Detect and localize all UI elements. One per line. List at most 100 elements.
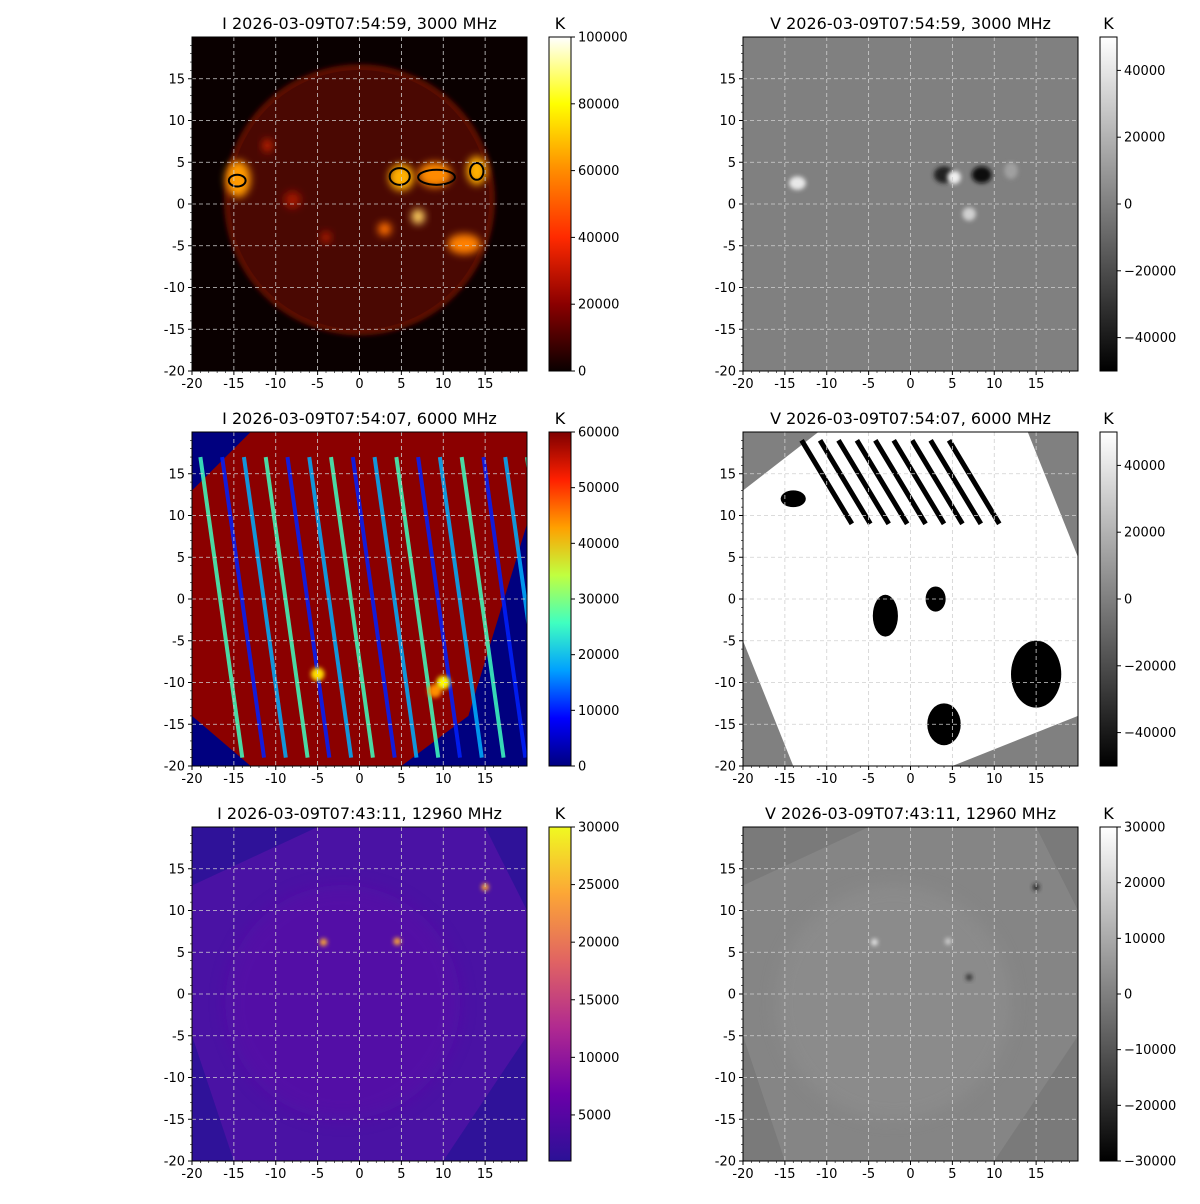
y-tick-label: -20 [164,365,185,380]
colorbar-tick-label: 50000 [578,481,619,496]
colorbar-tick-label: −40000 [1124,331,1176,346]
x-tick-label: -20 [181,772,202,787]
x-tick-label: 15 [477,1167,494,1182]
x-tick-label: 10 [435,1167,452,1182]
x-tick-label: 10 [986,772,1003,787]
y-tick-label: 0 [728,593,736,608]
heatmap-image [192,827,527,1161]
colorbar [548,826,572,1162]
x-tick-label: -5 [862,377,875,392]
panel-3: -20 -15 -10 -5 0 5 10 15 -20 -15 -10 -5 0 5 10 15 I 2026… [164,409,620,787]
y-tick-label: 15 [719,467,736,482]
x-tick-label: -10 [265,1167,286,1182]
x-tick-label: -20 [181,377,202,392]
x-tick-label: -10 [816,772,837,787]
y-tick-label: 15 [719,862,736,877]
y-tick-label: 15 [719,72,736,87]
colorbar-tick-label: 20000 [1124,526,1165,541]
colorbar-tick-label: 20000 [578,648,619,663]
heatmap-image [192,432,527,766]
x-tick-label: -5 [311,1167,324,1182]
y-tick-label: -20 [715,365,736,380]
y-tick-label: -15 [164,718,185,733]
x-tick-label: -15 [223,377,244,392]
x-tick-label: -20 [732,772,753,787]
y-tick-label: -10 [164,281,185,296]
x-tick-label: -10 [265,377,286,392]
y-tick-label: 5 [728,156,736,171]
x-tick-label: -5 [311,377,324,392]
colorbar-tick-label: 10000 [1124,932,1165,947]
panel-title: I 2026-03-09T07:54:59, 3000 MHz [222,14,497,33]
y-tick-label: 15 [168,467,185,482]
x-tick-label: 15 [477,772,494,787]
x-tick-label: -20 [732,1167,753,1182]
colorbar-unit-label: K [555,14,566,33]
x-tick-label: -10 [816,1167,837,1182]
colorbar-unit-label: K [1103,14,1114,33]
y-tick-label: -20 [164,1155,185,1170]
colorbar-tick-label: 0 [1124,593,1132,608]
x-tick-label: 5 [397,377,405,392]
y-tick-label: -10 [715,676,736,691]
y-tick-label: 0 [177,988,185,1003]
y-tick-label: 5 [728,551,736,566]
x-tick-label: 5 [948,1167,956,1182]
colorbar-tick-label: 25000 [578,878,619,893]
x-tick-label: 5 [397,1167,405,1182]
colorbar-unit-label: K [555,804,566,823]
y-tick-label: 5 [177,551,185,566]
x-tick-label: -20 [732,377,753,392]
y-tick-label: -15 [715,323,736,338]
y-tick-label: -15 [164,1113,185,1128]
y-tick-label: 10 [719,509,736,524]
colorbar-tick-label: 30000 [578,821,619,836]
heatmap-image [743,432,1078,766]
y-tick-label: -20 [164,760,185,775]
y-tick-label: 10 [719,904,736,919]
y-tick-label: 0 [728,198,736,213]
colorbar-tick-label: 40000 [578,231,619,246]
heatmap-image [743,37,1078,371]
x-tick-label: -10 [816,377,837,392]
x-tick-label: 0 [355,1167,363,1182]
x-tick-label: -5 [311,772,324,787]
y-tick-label: -15 [715,718,736,733]
x-tick-label: 5 [948,772,956,787]
colorbar-tick-label: 15000 [578,993,619,1008]
colorbar [1099,431,1118,767]
y-tick-label: -10 [164,676,185,691]
y-tick-label: -5 [723,634,736,649]
x-tick-label: 0 [355,772,363,787]
x-tick-label: 5 [397,772,405,787]
colorbar-tick-label: 0 [578,760,586,775]
y-tick-label: -15 [715,1113,736,1128]
x-tick-label: 10 [435,377,452,392]
x-tick-label: 10 [986,377,1003,392]
x-tick-label: 0 [906,772,914,787]
x-tick-label: 15 [1028,377,1045,392]
colorbar-tick-label: 0 [578,365,586,380]
x-tick-label: -15 [223,772,244,787]
x-tick-label: -10 [265,772,286,787]
y-tick-label: -15 [164,323,185,338]
colorbar-tick-label: 100000 [578,31,628,46]
y-tick-label: 10 [719,114,736,129]
panel-1: -20 -15 -10 -5 0 5 10 15 -20 -15 -10 -5 0 5 10 15 I 2026… [164,14,628,392]
y-tick-label: -5 [723,1029,736,1044]
x-tick-label: 15 [1028,1167,1045,1182]
panel-5: -20 -15 -10 -5 0 5 10 15 -20 -15 -10 -5 0 5 10 15 I 2026… [164,804,620,1182]
y-tick-label: 5 [177,946,185,961]
colorbar-tick-label: 0 [1124,198,1132,213]
y-tick-label: 15 [168,862,185,877]
colorbar-tick-label: 30000 [1124,821,1165,836]
colorbar-tick-label: −20000 [1124,659,1176,674]
colorbar-tick-label: 40000 [1124,459,1165,474]
panel-title: V 2026-03-09T07:54:07, 6000 MHz [770,409,1051,428]
x-tick-label: 10 [986,1167,1003,1182]
colorbar-tick-label: 5000 [578,1108,611,1123]
colorbar-tick-label: 80000 [578,97,619,112]
colorbar-tick-label: 60000 [578,164,619,179]
colorbar [548,36,572,372]
